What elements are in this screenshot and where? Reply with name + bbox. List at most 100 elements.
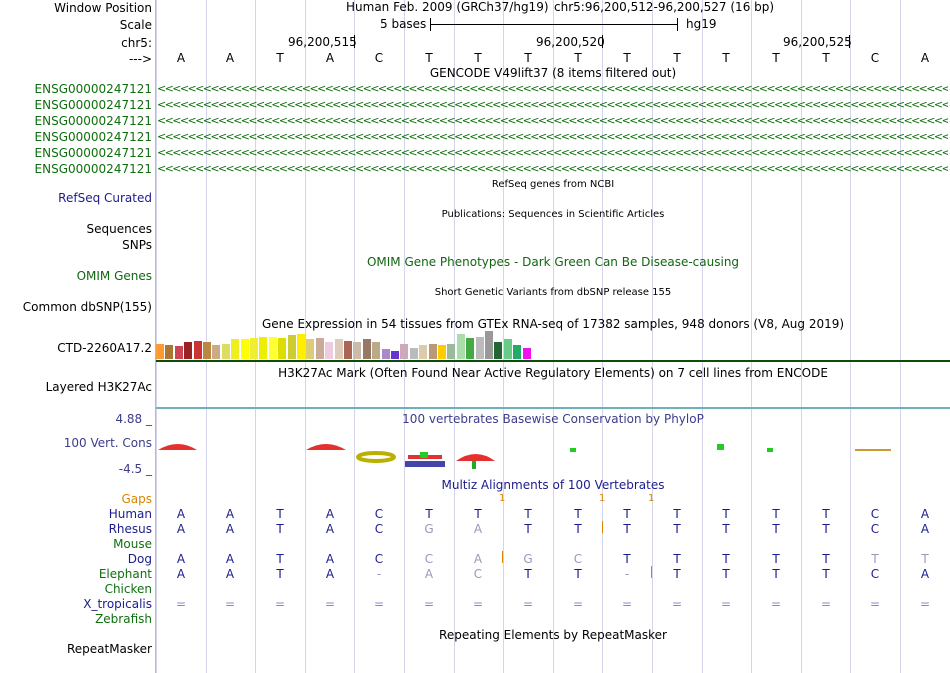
gtex-tissue-bar[interactable] bbox=[184, 342, 193, 359]
gtex-tissue-bar[interactable] bbox=[278, 338, 287, 359]
base-letter: A bbox=[920, 51, 930, 65]
label-layered-h3k27ac[interactable]: Layered H3K27Ac bbox=[45, 380, 152, 394]
gtex-tissue-bar[interactable] bbox=[193, 341, 202, 359]
gene-arrow-row[interactable]: <<<<<<<<<<<<<<<<<<<<<<<<<<<<<<<<<<<<<<<<… bbox=[157, 162, 948, 175]
grid-line bbox=[801, 0, 802, 673]
gtex-tissue-bar[interactable] bbox=[306, 339, 315, 359]
gtex-tissue-bar[interactable] bbox=[315, 338, 324, 359]
species-label[interactable]: X_tropicalis bbox=[83, 597, 152, 611]
gap-mark-1: 1 bbox=[499, 493, 506, 504]
gene-label[interactable]: ENSG00000247121 bbox=[34, 162, 152, 176]
gtex-tissue-bar[interactable] bbox=[485, 331, 493, 359]
gtex-tissue-bar[interactable] bbox=[419, 345, 428, 359]
gtex-tissue-bar[interactable] bbox=[353, 342, 362, 359]
label-repeatmasker[interactable]: RepeatMasker bbox=[66, 642, 152, 656]
multiz-title: Multiz Alignments of 100 Vertebrates bbox=[441, 478, 665, 492]
gene-label[interactable]: ENSG00000247121 bbox=[34, 146, 152, 160]
gtex-tissue-bar[interactable] bbox=[221, 344, 230, 359]
species-label[interactable]: Human bbox=[108, 507, 152, 521]
aligned-base: = bbox=[472, 597, 484, 611]
aligned-base: T bbox=[822, 552, 830, 566]
gtex-tissue-bar[interactable] bbox=[250, 338, 258, 359]
gene-arrow-row[interactable]: <<<<<<<<<<<<<<<<<<<<<<<<<<<<<<<<<<<<<<<<… bbox=[157, 146, 948, 159]
gtex-tissue-bar[interactable] bbox=[325, 342, 334, 359]
aligned-base: T bbox=[276, 507, 284, 521]
species-label[interactable]: Elephant bbox=[98, 567, 152, 581]
aligned-base: A bbox=[225, 507, 235, 521]
gtex-tissue-bar[interactable] bbox=[513, 345, 522, 359]
gtex-tissue-bar[interactable] bbox=[344, 341, 352, 359]
gtex-bar-graph[interactable] bbox=[156, 331, 556, 359]
phylop-bar-5 bbox=[855, 449, 891, 451]
species-label[interactable]: Chicken bbox=[104, 582, 152, 596]
gtex-tissue-bar[interactable] bbox=[287, 335, 296, 359]
gene-arrow-row[interactable]: <<<<<<<<<<<<<<<<<<<<<<<<<<<<<<<<<<<<<<<<… bbox=[157, 130, 948, 143]
gene-label[interactable]: ENSG00000247121 bbox=[34, 98, 152, 112]
gene-label[interactable]: ENSG00000247121 bbox=[34, 82, 152, 96]
gap-mark-3: 1 bbox=[648, 493, 655, 504]
label-omim-genes[interactable]: OMIM Genes bbox=[76, 269, 152, 283]
gene-arrow-row[interactable]: <<<<<<<<<<<<<<<<<<<<<<<<<<<<<<<<<<<<<<<<… bbox=[157, 82, 948, 95]
gtex-tissue-bar[interactable] bbox=[494, 342, 503, 359]
base-letter: T bbox=[623, 51, 631, 65]
label-refseq-curated[interactable]: RefSeq Curated bbox=[58, 191, 152, 205]
gtex-tissue-bar[interactable] bbox=[156, 344, 164, 359]
insertion-mark-1 bbox=[602, 521, 603, 533]
species-label[interactable]: Rhesus bbox=[108, 522, 152, 536]
gtex-tissue-bar[interactable] bbox=[372, 342, 381, 359]
dbsnp-title: Short Genetic Variants from dbSNP releas… bbox=[434, 287, 672, 298]
aligned-base: C bbox=[870, 567, 880, 581]
aligned-base: A bbox=[176, 522, 186, 536]
gtex-tissue-bar[interactable] bbox=[438, 345, 446, 359]
gtex-tissue-bar[interactable] bbox=[174, 346, 183, 359]
label-phylop-max: 4.88 _ bbox=[115, 412, 152, 426]
label-snps[interactable]: SNPs bbox=[122, 238, 152, 252]
gtex-tissue-bar[interactable] bbox=[456, 334, 465, 359]
aligned-base: = bbox=[820, 597, 832, 611]
h3k27ac-baseline bbox=[156, 407, 950, 409]
gencode-title[interactable]: GENCODE V49lift37 (8 items filtered out) bbox=[429, 66, 677, 80]
gtex-tissue-bar[interactable] bbox=[391, 351, 399, 359]
gtex-tissue-bar[interactable] bbox=[447, 344, 456, 359]
aligned-base: C bbox=[473, 567, 483, 581]
gtex-tissue-bar[interactable] bbox=[400, 344, 409, 359]
gtex-tissue-bar[interactable] bbox=[428, 344, 437, 359]
gene-label[interactable]: ENSG00000247121 bbox=[34, 130, 152, 144]
gtex-tissue-bar[interactable] bbox=[381, 349, 390, 359]
aligned-base: T bbox=[474, 507, 482, 521]
gtex-tissue-bar[interactable] bbox=[466, 338, 475, 359]
gtex-tissue-bar[interactable] bbox=[522, 348, 531, 359]
label-ctd-gene[interactable]: CTD-2260A17.2 bbox=[57, 341, 152, 355]
gtex-tissue-bar[interactable] bbox=[203, 342, 211, 359]
gtex-tissue-bar[interactable] bbox=[503, 339, 512, 359]
gene-arrow-row[interactable]: <<<<<<<<<<<<<<<<<<<<<<<<<<<<<<<<<<<<<<<<… bbox=[157, 98, 948, 111]
species-label[interactable]: Mouse bbox=[113, 537, 152, 551]
gtex-tissue-bar[interactable] bbox=[475, 337, 484, 359]
aligned-base: T bbox=[623, 552, 631, 566]
aligned-base: T bbox=[772, 507, 780, 521]
gtex-tissue-bar[interactable] bbox=[240, 339, 249, 359]
gtex-tissue-bar[interactable] bbox=[212, 345, 221, 359]
label-sequences[interactable]: Sequences bbox=[86, 222, 152, 236]
base-letter: T bbox=[772, 51, 780, 65]
logo-a-2 bbox=[306, 444, 346, 450]
gtex-tissue-bar[interactable] bbox=[362, 339, 371, 359]
gene-label[interactable]: ENSG00000247121 bbox=[34, 114, 152, 128]
label-phylop-track[interactable]: 100 Vert. Cons bbox=[63, 436, 152, 450]
gtex-tissue-bar[interactable] bbox=[259, 337, 268, 359]
gene-arrow-row[interactable]: <<<<<<<<<<<<<<<<<<<<<<<<<<<<<<<<<<<<<<<<… bbox=[157, 114, 948, 127]
label-common-dbsnp[interactable]: Common dbSNP(155) bbox=[22, 300, 152, 314]
gtex-tissue-bar[interactable] bbox=[268, 337, 277, 359]
phylop-bar-2 bbox=[570, 448, 576, 452]
label-gaps: Gaps bbox=[121, 492, 152, 506]
gtex-tissue-bar[interactable] bbox=[409, 348, 418, 359]
aligned-base: C bbox=[374, 552, 384, 566]
species-label[interactable]: Dog bbox=[127, 552, 152, 566]
species-label[interactable]: Zebrafish bbox=[95, 612, 152, 626]
aligned-base: A bbox=[920, 507, 930, 521]
gtex-tissue-bar[interactable] bbox=[297, 334, 305, 359]
gtex-tissue-bar[interactable] bbox=[334, 339, 343, 359]
aligned-base: A bbox=[424, 567, 434, 581]
gtex-tissue-bar[interactable] bbox=[165, 345, 174, 359]
gtex-tissue-bar[interactable] bbox=[231, 339, 240, 359]
